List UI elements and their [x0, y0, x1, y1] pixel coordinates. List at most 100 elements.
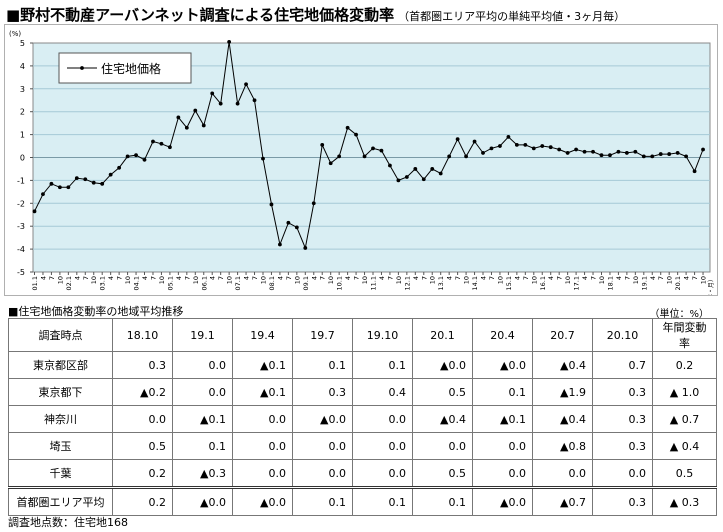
- x-tick-label: 4: [649, 276, 657, 280]
- change-value: ▲0.1: [172, 405, 233, 433]
- data-point: [404, 175, 409, 179]
- change-value: 0.1: [292, 351, 353, 379]
- x-tick-label: 11.1: [370, 276, 378, 290]
- data-point: [514, 143, 519, 147]
- x-tick-label: 10: [327, 276, 335, 284]
- x-tick-label: 4: [615, 276, 623, 280]
- data-point: [49, 181, 54, 186]
- data-point: [74, 176, 79, 181]
- x-tick-label: 4: [141, 276, 149, 280]
- x-tick-label: 7: [285, 276, 293, 280]
- data-point: [168, 145, 172, 150]
- unit-note: （単位：%）: [649, 309, 709, 320]
- data-point: [41, 192, 45, 197]
- region-name: 東京都下: [8, 378, 113, 406]
- change-value: 0.1: [412, 486, 473, 516]
- table-row: 埼玉 0.5 0.1 0.0 0.0 0.0 0.0 0.0 ▲0.8 0.3 ▲ 0.4: [8, 432, 717, 460]
- data-point: [540, 144, 545, 148]
- data-point: [142, 157, 147, 162]
- data-point: [134, 153, 138, 158]
- y-tick-label: -5: [17, 268, 25, 277]
- change-value: 0.0: [112, 405, 173, 433]
- change-value: 0.0: [532, 459, 593, 488]
- data-point: [176, 115, 181, 120]
- change-value: ▲0.7: [532, 486, 593, 516]
- x-tick-label: 7: [386, 276, 394, 280]
- data-point: [684, 154, 689, 159]
- legend-marker: [80, 66, 84, 70]
- data-point: [218, 101, 223, 106]
- x-tick-label: 09.1: [302, 276, 310, 290]
- x-tick-label: 15.1: [505, 276, 513, 290]
- data-point: [489, 146, 494, 151]
- data-point: [252, 98, 257, 103]
- x-tick-label: 10: [226, 276, 234, 284]
- legend-label: 住宅地価格: [101, 61, 161, 76]
- data-point: [379, 148, 384, 153]
- x-tick-label: 4: [39, 276, 47, 280]
- x-tick-label: 4: [310, 276, 318, 280]
- data-point: [278, 242, 282, 247]
- data-point: [608, 153, 612, 158]
- change-value: ▲0.4: [532, 405, 593, 433]
- y-tick-label: 2: [20, 108, 25, 117]
- x-tick-label: 7: [691, 276, 699, 280]
- data-point: [362, 154, 367, 159]
- x-tick-label: 7: [217, 276, 225, 280]
- annual-change-value: ▲ 0.3: [652, 486, 717, 516]
- change-value: 0.1: [292, 486, 353, 516]
- x-tick-label: 7: [82, 276, 90, 280]
- data-point: [557, 147, 562, 152]
- chart-frame: 5 4 3 2 1 0 -1 -2 -3 -4 -5 (%) 01.1 4 7 10 02.1 4 7 10 03.1 4…: [4, 24, 718, 296]
- data-point: [303, 246, 308, 250]
- x-tick-label: 10: [496, 276, 504, 284]
- table-header-cell: 19.7: [292, 318, 353, 352]
- sub-title: （首都圏エリア平均の単純平均値・3ヶ月毎）: [398, 10, 626, 23]
- data-point: [320, 143, 325, 147]
- x-tick-label: 10: [632, 276, 640, 284]
- change-value: 0.3: [592, 405, 653, 433]
- data-point: [32, 209, 37, 214]
- x-tick-label: 4: [243, 276, 251, 280]
- change-value: 0.0: [472, 432, 533, 460]
- change-value: ▲0.1: [472, 405, 533, 433]
- y-tick-label: 5: [20, 39, 25, 48]
- region-name: 首都圏エリア平均: [8, 486, 113, 516]
- table-header-cell: 20.1: [412, 318, 473, 352]
- x-tick-label: 4: [73, 276, 81, 280]
- change-value: ▲0.1: [232, 378, 293, 406]
- regional-change-table: 調査時点 18.10 19.1 19.4 19.7 19.10 20.1 20.4 20.7 20…: [8, 318, 717, 516]
- change-value: ▲0.0: [232, 486, 293, 516]
- data-point: [455, 137, 460, 142]
- change-value: 0.0: [352, 405, 413, 433]
- change-value: 0.0: [172, 351, 233, 379]
- change-value: ▲0.0: [472, 351, 533, 379]
- data-point: [125, 154, 130, 159]
- data-point: [591, 149, 595, 154]
- data-point: [396, 178, 401, 183]
- change-value: 0.3: [592, 378, 653, 406]
- data-point: [244, 82, 248, 87]
- table-header-cell: 20.10: [592, 318, 653, 352]
- data-point: [472, 139, 477, 144]
- x-tick-label: 4: [547, 276, 555, 280]
- change-value: 0.0: [592, 459, 653, 488]
- data-point: [184, 125, 189, 130]
- x-tick-label: 4: [581, 276, 589, 280]
- x-tick-label: 7: [556, 276, 564, 280]
- x-tick-label: 4: [107, 276, 115, 280]
- x-tick-label: 7: [149, 276, 157, 280]
- table-header-row: 調査時点 18.10 19.1 19.4 19.7 19.10 20.1 20.4 20.7 20…: [8, 318, 717, 352]
- data-point: [227, 39, 232, 44]
- x-tick-label: 16.1: [539, 276, 547, 290]
- data-point: [421, 177, 426, 182]
- x-tick-label: 10: [158, 276, 166, 284]
- annual-change-value: ▲ 0.7: [652, 405, 717, 433]
- x-tick-label: 10: [192, 276, 200, 284]
- change-value: 0.1: [352, 486, 413, 516]
- x-tick-label: 7: [590, 276, 598, 280]
- change-value: 0.0: [352, 459, 413, 488]
- x-tick-label: 03.1: [99, 276, 107, 290]
- x-tick-label: 10: [90, 276, 98, 284]
